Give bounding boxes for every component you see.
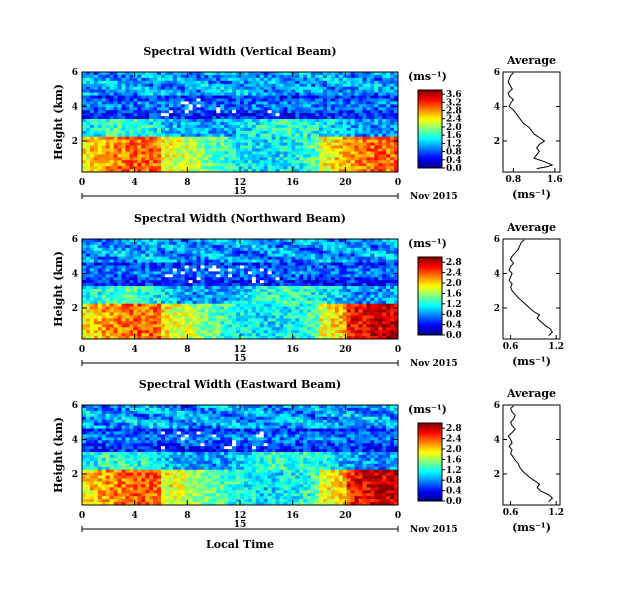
date-label: Nov 2015: [410, 192, 458, 202]
average-profile-line: [509, 240, 552, 336]
x-tick-label: 20: [339, 178, 352, 188]
x-tick-label: 0: [79, 345, 85, 355]
average-x-label: (ms⁻¹): [512, 188, 551, 201]
average-x-tick-label: 1.6: [547, 175, 563, 185]
x-tick-label: 8: [184, 345, 190, 355]
date-label: Nov 2015: [410, 525, 458, 535]
date-day-label: 15: [234, 187, 247, 197]
colorbar-tick-label: 1.2: [446, 466, 462, 476]
colorbar-tick-label: 0.0: [446, 497, 462, 507]
colorbar-unit: (ms⁻¹): [408, 237, 447, 250]
heatmap-cells: [82, 239, 398, 339]
average-x-tick-label: 0.6: [503, 342, 519, 352]
x-tick-label: 0: [79, 511, 85, 521]
y-tick-label: 4: [72, 435, 78, 445]
panel-title: Spectral Width (Vertical Beam): [143, 45, 336, 58]
x-tick-label: 4: [132, 345, 138, 355]
average-y-tick-label: 6: [494, 235, 500, 245]
colorbar-tick-label: 0.0: [446, 164, 462, 174]
colorbar-tick-label: 1.2: [446, 300, 462, 310]
average-title: Average: [506, 54, 556, 67]
average-y-tick-label: 4: [494, 102, 500, 112]
colorbar-unit: (ms⁻¹): [408, 70, 447, 83]
x-tick-label: 16: [286, 178, 299, 188]
x-tick-label: 0: [395, 511, 401, 521]
average-y-tick-label: 6: [494, 401, 500, 411]
x-tick-label: 20: [339, 511, 352, 521]
average-y-tick-label: 4: [494, 269, 500, 279]
average-profile-line: [508, 406, 552, 502]
average-y-tick-label: 2: [494, 470, 500, 480]
average-profile-line: [508, 73, 552, 169]
average-x-label: (ms⁻¹): [512, 521, 551, 534]
x-tick-label: 0: [79, 178, 85, 188]
colorbar-tick-label: 1.6: [446, 455, 462, 465]
y-axis-label: Height (km): [52, 251, 65, 327]
colorbar: [418, 257, 442, 335]
panel-title: Spectral Width (Eastward Beam): [139, 378, 341, 391]
x-tick-label: 4: [132, 178, 138, 188]
date-day-label: 15: [234, 354, 247, 364]
heatmap-cells: [82, 405, 398, 505]
date-day-label: 15: [234, 520, 247, 530]
average-y-tick-label: 2: [494, 304, 500, 314]
eastward-beam-panel: Spectral Width (Eastward Beam) Height (km…: [52, 378, 564, 535]
northward-beam-panel: Spectral Width (Northward Beam) Height (k…: [52, 212, 564, 369]
colorbar: [418, 90, 442, 168]
y-axis-label: Height (km): [52, 84, 65, 160]
vertical-beam-panel: Spectral Width (Vertical Beam) Height (km…: [52, 45, 563, 202]
colorbar-tick-label: 2.0: [446, 445, 462, 455]
colorbar-tick-label: 0.8: [446, 310, 462, 320]
y-tick-label: 4: [72, 102, 78, 112]
y-tick-label: 2: [72, 470, 78, 480]
y-tick-label: 4: [72, 269, 78, 279]
average-y-tick-label: 6: [494, 68, 500, 78]
x-tick-label: 8: [184, 511, 190, 521]
colorbar: [418, 423, 442, 501]
x-tick-label: 0: [395, 178, 401, 188]
colorbar-unit: (ms⁻¹): [408, 403, 447, 416]
y-tick-label: 2: [72, 137, 78, 147]
average-x-tick-label: 1.2: [548, 508, 564, 518]
colorbar-tick-label: 2.0: [446, 279, 462, 289]
average-x-label: (ms⁻¹): [512, 355, 551, 368]
average-x-tick-label: 1.2: [548, 342, 564, 352]
x-tick-label: 16: [286, 511, 299, 521]
x-tick-label: 20: [339, 345, 352, 355]
panel-title: Spectral Width (Northward Beam): [134, 212, 346, 225]
colorbar-tick-label: 2.8: [446, 258, 462, 268]
colorbar-tick-label: 1.6: [446, 289, 462, 299]
colorbar-tick-label: 2.8: [446, 424, 462, 434]
average-x-tick-label: 0.8: [506, 175, 522, 185]
x-tick-label: 0: [395, 345, 401, 355]
x-tick-label: 4: [132, 511, 138, 521]
y-tick-label: 6: [72, 68, 78, 78]
colorbar-tick-label: 0.0: [446, 331, 462, 341]
heatmap-cells: [82, 72, 398, 172]
average-x-tick-label: 0.6: [503, 508, 519, 518]
x-tick-label: 8: [184, 178, 190, 188]
y-tick-label: 6: [72, 401, 78, 411]
average-title: Average: [506, 387, 556, 400]
colorbar-tick-label: 2.4: [446, 435, 462, 445]
x-axis-label: Local Time: [206, 538, 274, 551]
colorbar-tick-label: 0.4: [446, 321, 462, 331]
colorbar-tick-label: 2.4: [446, 269, 462, 279]
colorbar-tick-label: 0.4: [446, 487, 462, 497]
average-title: Average: [506, 221, 556, 234]
y-tick-label: 6: [72, 235, 78, 245]
y-tick-label: 2: [72, 304, 78, 314]
x-tick-label: 16: [286, 345, 299, 355]
y-axis-label: Height (km): [52, 417, 65, 493]
date-label: Nov 2015: [410, 359, 458, 369]
colorbar-tick-label: 0.8: [446, 476, 462, 486]
average-y-tick-label: 4: [494, 435, 500, 445]
average-y-tick-label: 2: [494, 137, 500, 147]
